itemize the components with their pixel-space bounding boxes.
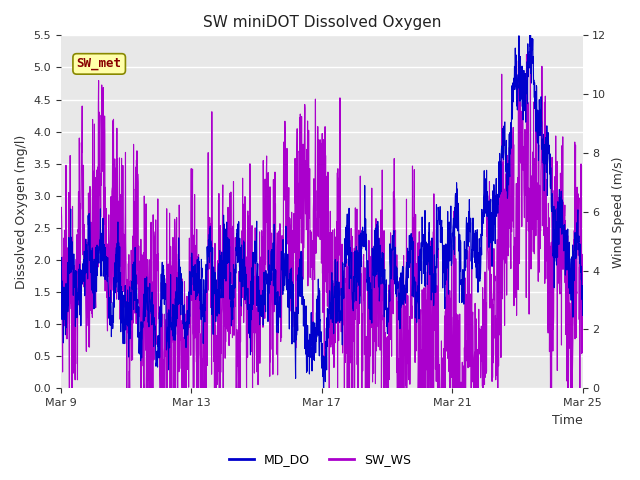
Y-axis label: Wind Speed (m/s): Wind Speed (m/s): [612, 156, 625, 267]
Legend: MD_DO, SW_WS: MD_DO, SW_WS: [224, 448, 416, 471]
Title: SW miniDOT Dissolved Oxygen: SW miniDOT Dissolved Oxygen: [203, 15, 441, 30]
X-axis label: Time: Time: [552, 414, 582, 427]
Y-axis label: Dissolved Oxygen (mg/l): Dissolved Oxygen (mg/l): [15, 135, 28, 289]
Text: SW_met: SW_met: [77, 58, 122, 71]
